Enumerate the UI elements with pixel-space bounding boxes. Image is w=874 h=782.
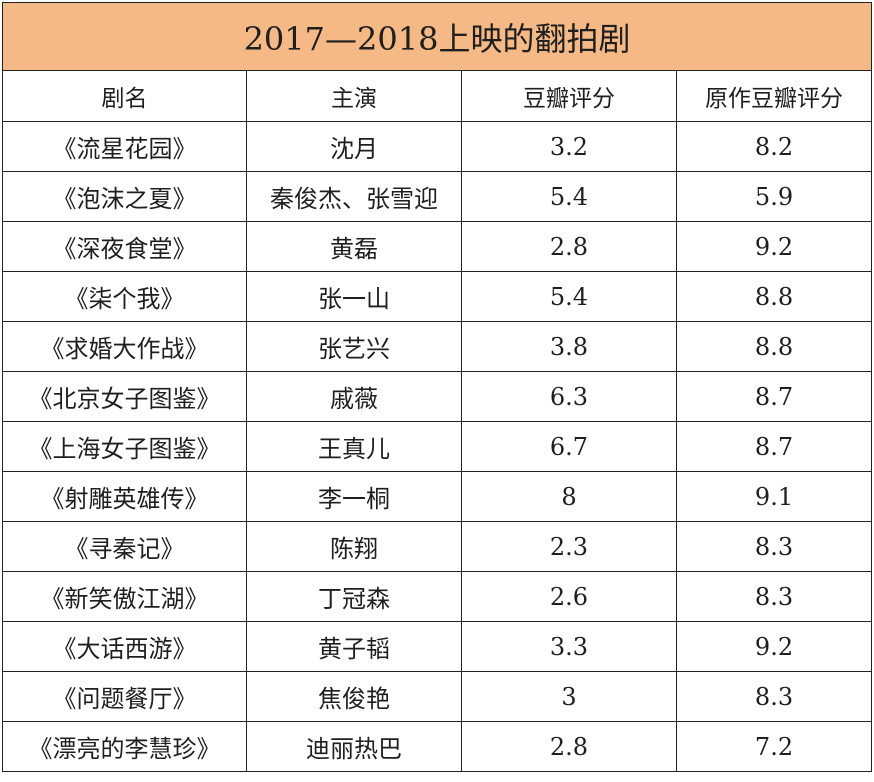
lead-actor-cell: 黄子韬 [246, 621, 462, 672]
drama-name-cell: 《求婚大作战》 [2, 321, 247, 372]
lead-actor-cell: 黄磊 [246, 221, 462, 272]
douban-score-cell: 5.4 [461, 171, 677, 222]
header-cell-drama-name: 剧名 [2, 70, 247, 122]
table-row: 《北京女子图鉴》 戚薇 6.3 8.7 [2, 371, 873, 422]
table-row: 《寻秦记》 陈翔 2.3 8.3 [2, 521, 873, 572]
douban-score-cell: 8 [461, 471, 677, 522]
drama-name-cell: 《射雕英雄传》 [2, 471, 247, 522]
douban-score-cell: 2.8 [461, 221, 677, 272]
original-score-cell: 8.8 [675, 321, 873, 372]
table-title: 2017—2018上映的翻拍剧 [1, 2, 873, 71]
table-row: 《上海女子图鉴》 王真儿 6.7 8.7 [2, 421, 873, 472]
lead-actor-cell: 张艺兴 [246, 321, 462, 372]
lead-actor-cell: 迪丽热巴 [246, 721, 462, 772]
original-score-cell: 8.2 [675, 121, 873, 172]
table-row: 《射雕英雄传》 李一桐 8 9.1 [2, 471, 873, 522]
original-score-cell: 8.3 [675, 571, 873, 622]
table-row: 《深夜食堂》 黄磊 2.8 9.2 [2, 221, 873, 272]
table-row: 《问题餐厅》 焦俊艳 3 8.3 [2, 671, 873, 722]
table-row: 《求婚大作战》 张艺兴 3.8 8.8 [2, 321, 873, 372]
original-score-cell: 9.1 [675, 471, 873, 522]
header-cell-douban-score: 豆瓣评分 [461, 70, 677, 122]
header-row: 剧名 主演 豆瓣评分 原作豆瓣评分 [2, 70, 873, 122]
lead-actor-cell: 丁冠森 [246, 571, 462, 622]
douban-score-cell: 2.6 [461, 571, 677, 622]
drama-name-cell: 《深夜食堂》 [2, 221, 247, 272]
original-score-cell: 8.7 [675, 371, 873, 422]
original-score-cell: 9.2 [675, 221, 873, 272]
lead-actor-cell: 王真儿 [246, 421, 462, 472]
table-row: 《流星花园》 沈月 3.2 8.2 [2, 121, 873, 172]
original-score-cell: 5.9 [675, 171, 873, 222]
lead-actor-cell: 沈月 [246, 121, 462, 172]
original-score-cell: 8.8 [675, 271, 873, 322]
drama-name-cell: 《柒个我》 [2, 271, 247, 322]
douban-score-cell: 3.8 [461, 321, 677, 372]
drama-name-cell: 《寻秦记》 [2, 521, 247, 572]
table-row: 《泡沫之夏》 秦俊杰、张雪迎 5.4 5.9 [2, 171, 873, 222]
drama-name-cell: 《漂亮的李慧珍》 [2, 721, 247, 772]
lead-actor-cell: 焦俊艳 [246, 671, 462, 722]
original-score-cell: 9.2 [675, 621, 873, 672]
table-row: 《大话西游》 黄子韬 3.3 9.2 [2, 621, 873, 672]
lead-actor-cell: 李一桐 [246, 471, 462, 522]
original-score-cell: 8.3 [675, 671, 873, 722]
douban-score-cell: 3.3 [461, 621, 677, 672]
douban-score-cell: 6.3 [461, 371, 677, 422]
drama-name-cell: 《新笑傲江湖》 [2, 571, 247, 622]
original-score-cell: 8.3 [675, 521, 873, 572]
drama-name-cell: 《北京女子图鉴》 [2, 371, 247, 422]
original-score-cell: 8.7 [675, 421, 873, 472]
table-row: 《漂亮的李慧珍》 迪丽热巴 2.8 7.2 [2, 721, 873, 772]
lead-actor-cell: 张一山 [246, 271, 462, 322]
drama-name-cell: 《泡沫之夏》 [2, 171, 247, 222]
lead-actor-cell: 陈翔 [246, 521, 462, 572]
header-cell-lead-actor: 主演 [246, 70, 462, 122]
drama-name-cell: 《问题餐厅》 [2, 671, 247, 722]
lead-actor-cell: 秦俊杰、张雪迎 [246, 171, 462, 222]
drama-name-cell: 《大话西游》 [2, 621, 247, 672]
lead-actor-cell: 戚薇 [246, 371, 462, 422]
drama-name-cell: 《上海女子图鉴》 [2, 421, 247, 472]
header-cell-original-douban-score: 原作豆瓣评分 [675, 70, 873, 122]
douban-score-cell: 2.8 [461, 721, 677, 772]
douban-score-cell: 6.7 [461, 421, 677, 472]
douban-score-cell: 3.2 [461, 121, 677, 172]
table-row: 《新笑傲江湖》 丁冠森 2.6 8.3 [2, 571, 873, 622]
table-row: 《柒个我》 张一山 5.4 8.8 [2, 271, 873, 322]
original-score-cell: 7.2 [675, 721, 873, 772]
drama-name-cell: 《流星花园》 [2, 121, 247, 172]
douban-score-cell: 3 [461, 671, 677, 722]
douban-score-cell: 2.3 [461, 521, 677, 572]
douban-score-cell: 5.4 [461, 271, 677, 322]
